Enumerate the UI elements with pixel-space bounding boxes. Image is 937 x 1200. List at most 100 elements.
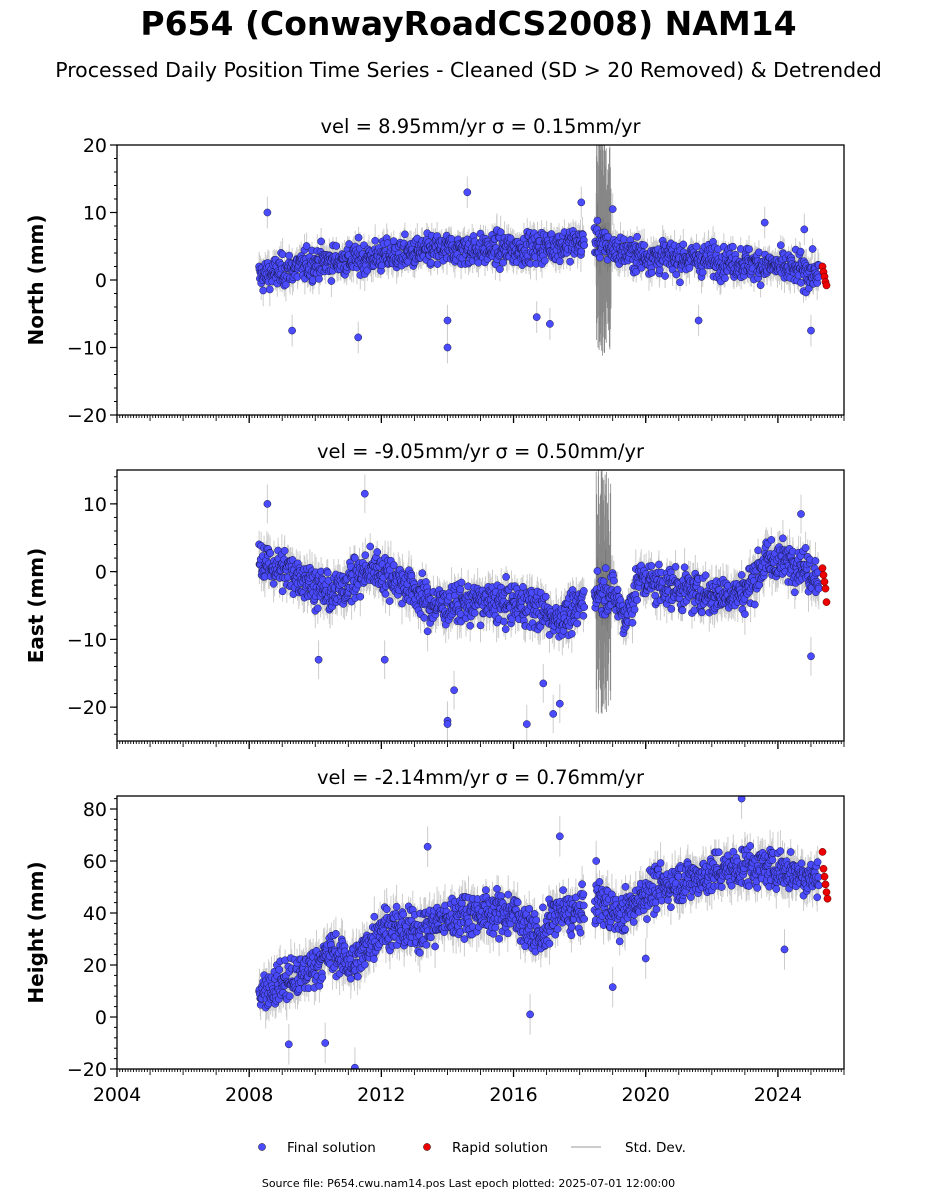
final-point bbox=[266, 549, 275, 557]
final-point bbox=[332, 242, 341, 250]
final-point bbox=[361, 551, 370, 560]
final-point bbox=[389, 561, 398, 570]
final-point bbox=[555, 257, 564, 266]
final-point bbox=[420, 614, 429, 622]
final-point bbox=[447, 235, 456, 243]
final-point bbox=[566, 257, 574, 266]
final-point bbox=[632, 267, 641, 276]
chart-title: P654 (ConwayRoadCS2008) NAM14 bbox=[140, 4, 797, 43]
rapid-series-north bbox=[818, 262, 831, 290]
final-point bbox=[278, 250, 287, 259]
final-point bbox=[354, 333, 363, 342]
final-point bbox=[532, 313, 541, 321]
final-point bbox=[807, 326, 815, 335]
final-point bbox=[596, 253, 604, 262]
final-point bbox=[648, 268, 656, 277]
chart-subtitle: Processed Daily Position Time Series - C… bbox=[55, 58, 882, 82]
final-point bbox=[371, 236, 380, 245]
panel-north: −20 −10 0 10 20 vel = 8.95mm/yr σ = 0.15mm/yr… bbox=[24, 115, 845, 427]
final-point bbox=[373, 548, 382, 556]
final-point bbox=[608, 205, 617, 213]
final-point bbox=[470, 609, 479, 617]
final-point bbox=[593, 216, 602, 225]
final-point bbox=[427, 258, 435, 267]
final-point bbox=[655, 266, 664, 274]
final-point bbox=[580, 241, 589, 250]
final-point bbox=[685, 264, 694, 272]
y-tick-label: 20 bbox=[83, 135, 107, 157]
final-point bbox=[315, 275, 323, 283]
final-point bbox=[288, 326, 296, 335]
final-point bbox=[356, 592, 365, 601]
final-point bbox=[456, 585, 465, 594]
plot-area-east bbox=[255, 470, 831, 741]
final-point bbox=[263, 208, 272, 217]
final-point bbox=[278, 587, 287, 596]
final-point bbox=[433, 260, 442, 268]
final-point bbox=[721, 274, 729, 283]
final-point bbox=[443, 316, 452, 325]
final-point bbox=[463, 188, 472, 197]
final-point bbox=[633, 232, 641, 241]
final-point bbox=[692, 242, 701, 251]
final-point bbox=[694, 316, 703, 325]
final-point bbox=[327, 277, 336, 285]
final-point bbox=[808, 245, 817, 253]
final-point bbox=[604, 232, 612, 241]
final-point bbox=[457, 578, 466, 587]
final-point bbox=[423, 627, 432, 636]
final-point bbox=[800, 225, 809, 234]
final-point bbox=[796, 247, 805, 256]
final-point bbox=[640, 241, 648, 250]
final-point bbox=[679, 240, 688, 249]
y-tick-label: −10 bbox=[67, 338, 107, 360]
final-point bbox=[760, 218, 769, 227]
final-point bbox=[385, 597, 394, 605]
final-point bbox=[756, 281, 765, 290]
final-point bbox=[661, 272, 669, 280]
final-point bbox=[323, 568, 332, 577]
final-point bbox=[577, 198, 586, 207]
final-point bbox=[541, 256, 549, 265]
final-point bbox=[351, 554, 359, 562]
final-point bbox=[302, 242, 311, 250]
final-point bbox=[672, 270, 681, 279]
final-point bbox=[313, 604, 322, 613]
y-tick-label: 0 bbox=[95, 270, 107, 292]
final-point bbox=[676, 278, 684, 287]
final-point bbox=[317, 237, 325, 246]
final-point bbox=[354, 233, 363, 242]
final-point bbox=[366, 542, 375, 551]
final-series-north bbox=[255, 188, 823, 352]
final-point bbox=[280, 546, 289, 555]
final-point bbox=[745, 245, 753, 254]
final-point bbox=[776, 241, 785, 250]
y-tick-label: −20 bbox=[67, 405, 107, 427]
final-point bbox=[269, 579, 278, 588]
final-point bbox=[381, 590, 390, 598]
final-point bbox=[496, 228, 505, 237]
final-point bbox=[464, 582, 472, 591]
panel-title-north: vel = 8.95mm/yr σ = 0.15mm/yr bbox=[320, 115, 641, 138]
final-point bbox=[401, 230, 409, 239]
final-point bbox=[259, 286, 268, 295]
final-point bbox=[546, 320, 554, 328]
final-point bbox=[619, 235, 628, 244]
y-axis-label-north: North (mm) bbox=[24, 214, 48, 345]
final-series-east bbox=[255, 489, 823, 728]
y-tick-label: 10 bbox=[83, 203, 107, 225]
final-point bbox=[698, 268, 707, 277]
final-point bbox=[466, 621, 475, 630]
final-point bbox=[418, 569, 427, 578]
final-point bbox=[443, 343, 452, 352]
final-point bbox=[499, 258, 508, 267]
final-point bbox=[496, 265, 504, 273]
final-point bbox=[729, 242, 737, 251]
rapid-point bbox=[822, 281, 831, 290]
final-point bbox=[285, 251, 294, 260]
plot-area-north bbox=[255, 145, 831, 364]
final-point bbox=[265, 285, 274, 294]
final-point bbox=[282, 280, 290, 289]
